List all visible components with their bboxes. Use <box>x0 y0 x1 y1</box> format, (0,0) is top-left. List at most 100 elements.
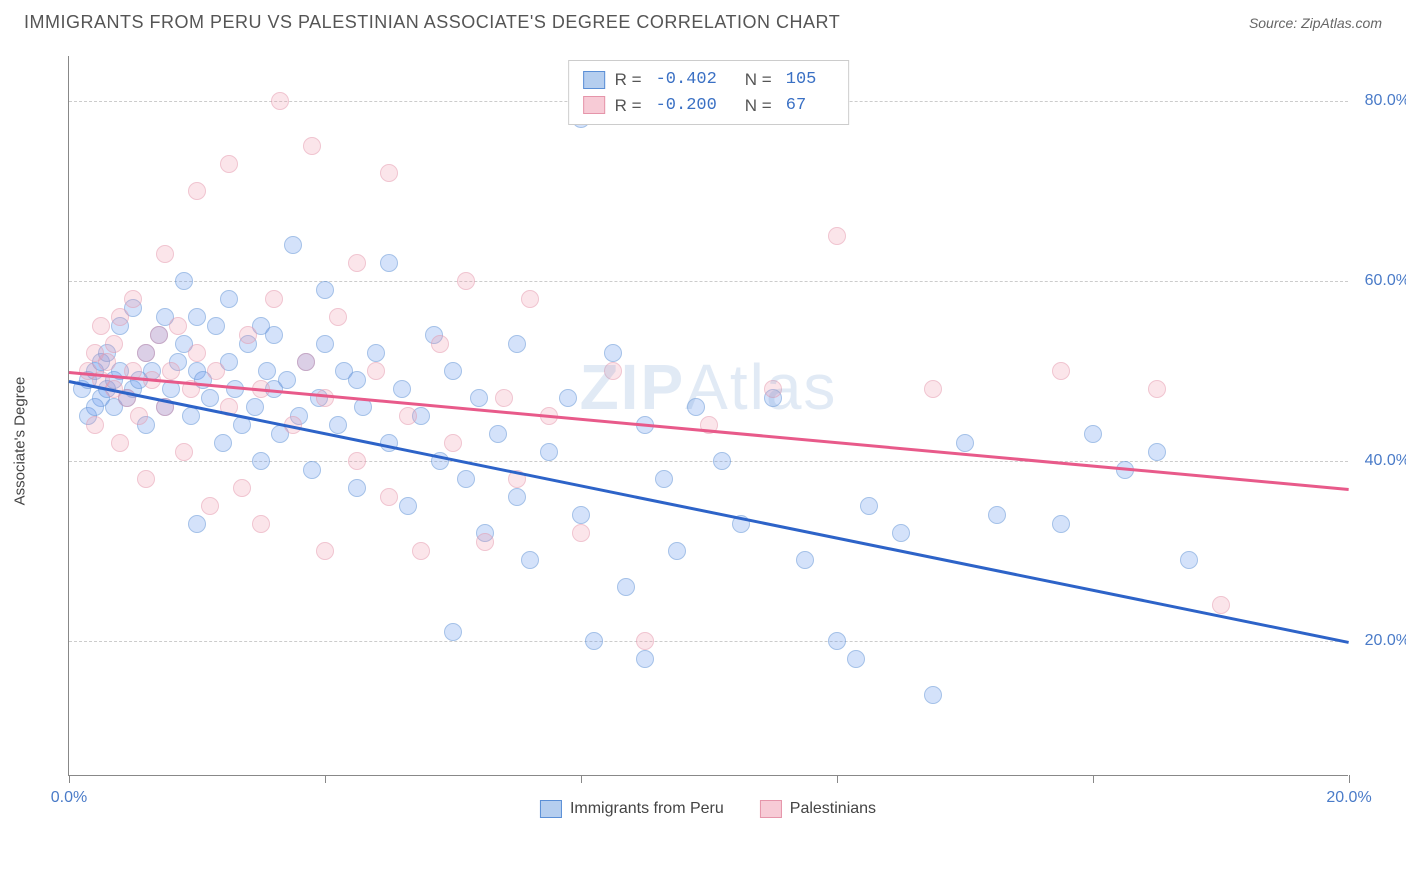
data-point <box>348 371 366 389</box>
data-point <box>329 416 347 434</box>
data-point <box>764 380 782 398</box>
y-tick-label: 20.0% <box>1365 632 1406 650</box>
source-value: ZipAtlas.com <box>1301 15 1382 31</box>
legend-swatch-blue <box>583 71 605 89</box>
data-point <box>175 272 193 290</box>
x-tick <box>325 775 326 783</box>
n-value-blue: 105 <box>786 67 817 93</box>
data-point <box>1052 362 1070 380</box>
data-point <box>169 317 187 335</box>
n-label: N = <box>745 93 772 119</box>
data-point <box>847 650 865 668</box>
data-point <box>636 650 654 668</box>
data-point <box>111 308 129 326</box>
data-point <box>572 506 590 524</box>
correlation-legend: R = -0.402 N = 105 R = -0.200 N = 67 <box>568 60 850 125</box>
source-label: Source: <box>1249 15 1301 31</box>
data-point <box>188 344 206 362</box>
data-point <box>380 488 398 506</box>
y-tick-label: 80.0% <box>1365 92 1406 110</box>
data-point <box>188 308 206 326</box>
data-point <box>124 290 142 308</box>
data-point <box>559 389 577 407</box>
data-point <box>1212 596 1230 614</box>
data-point <box>604 362 622 380</box>
legend-label-peru: Immigrants from Peru <box>570 800 724 818</box>
source-attribution: Source: ZipAtlas.com <box>1249 15 1382 31</box>
n-label: N = <box>745 67 772 93</box>
data-point <box>188 515 206 533</box>
data-point <box>137 470 155 488</box>
data-point <box>111 434 129 452</box>
y-tick-label: 40.0% <box>1365 452 1406 470</box>
data-point <box>924 686 942 704</box>
data-point <box>444 434 462 452</box>
legend-swatch-pink <box>760 800 782 818</box>
data-point <box>303 137 321 155</box>
data-point <box>796 551 814 569</box>
data-point <box>137 344 155 362</box>
data-point <box>297 353 315 371</box>
n-value-pink: 67 <box>786 93 806 119</box>
data-point <box>604 344 622 362</box>
data-point <box>892 524 910 542</box>
data-point <box>380 164 398 182</box>
data-point <box>828 227 846 245</box>
data-point <box>252 515 270 533</box>
data-point <box>252 452 270 470</box>
data-point <box>521 551 539 569</box>
data-point <box>431 335 449 353</box>
data-point <box>239 326 257 344</box>
data-point <box>470 389 488 407</box>
data-point <box>86 416 104 434</box>
data-point <box>156 245 174 263</box>
data-point <box>175 443 193 461</box>
data-point <box>130 407 148 425</box>
data-point <box>508 488 526 506</box>
data-point <box>207 362 225 380</box>
data-point <box>92 317 110 335</box>
data-point <box>246 398 264 416</box>
data-point <box>476 533 494 551</box>
r-label: R = <box>615 93 642 119</box>
data-point <box>316 281 334 299</box>
data-point <box>444 623 462 641</box>
legend-item-peru: Immigrants from Peru <box>540 800 724 818</box>
data-point <box>399 407 417 425</box>
data-point <box>1084 425 1102 443</box>
grid-line <box>69 281 1348 282</box>
data-point <box>348 479 366 497</box>
data-point <box>303 461 321 479</box>
data-point <box>1148 380 1166 398</box>
data-point <box>316 542 334 560</box>
data-point <box>412 542 430 560</box>
data-point <box>367 344 385 362</box>
data-point <box>188 182 206 200</box>
r-value-blue: -0.402 <box>656 67 717 93</box>
data-point <box>214 434 232 452</box>
data-point <box>207 317 225 335</box>
data-point <box>98 353 116 371</box>
data-point <box>495 389 513 407</box>
y-axis-label: Associate's Degree <box>12 377 29 506</box>
data-point <box>687 398 705 416</box>
x-tick-label: 0.0% <box>51 789 87 807</box>
data-point <box>329 308 347 326</box>
data-point <box>988 506 1006 524</box>
data-point <box>86 398 104 416</box>
grid-line <box>69 641 1348 642</box>
data-point <box>220 290 238 308</box>
data-point <box>457 272 475 290</box>
data-point <box>540 443 558 461</box>
data-point <box>399 497 417 515</box>
data-point <box>284 236 302 254</box>
x-tick <box>1349 775 1350 783</box>
data-point <box>924 380 942 398</box>
data-point <box>258 362 276 380</box>
data-point <box>265 326 283 344</box>
data-point <box>316 335 334 353</box>
data-point <box>162 362 180 380</box>
data-point <box>655 470 673 488</box>
legend-row-blue: R = -0.402 N = 105 <box>583 67 835 93</box>
data-point <box>521 290 539 308</box>
